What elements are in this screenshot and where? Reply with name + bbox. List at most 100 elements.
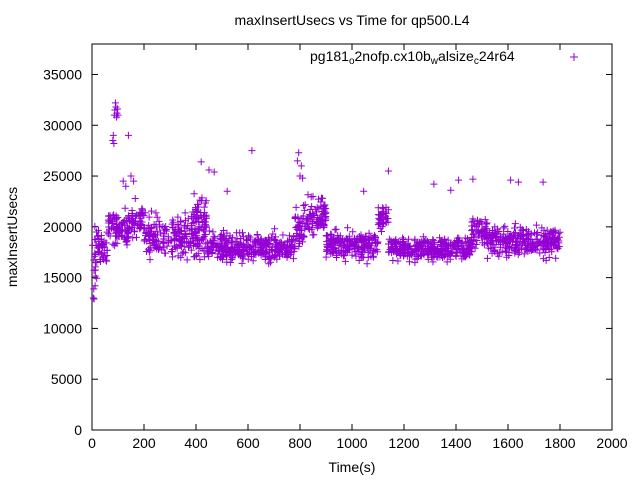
data-point [376,215,384,223]
data-point [385,235,393,243]
data-point [308,203,316,211]
data-point [234,244,242,251]
data-point [112,212,120,220]
data-point [301,201,309,209]
data-point [301,206,309,214]
data-point [472,241,480,249]
data-point [197,158,205,166]
data-point [253,230,261,238]
data-point [345,243,353,251]
data-point [487,245,495,253]
data-point [193,215,201,223]
y-tick-label: 35000 [43,66,82,82]
data-point [322,232,330,240]
data-point [239,253,247,261]
data-point [227,245,235,253]
data-point [91,282,99,290]
data-point [470,230,478,238]
data-point [172,231,180,239]
data-point [223,248,231,256]
legend-label-subscript: o [349,56,355,67]
data-point [444,236,452,244]
data-point [427,245,435,253]
data-point [543,226,551,234]
data-point [468,226,476,234]
data-point [441,245,449,253]
data-point [267,234,275,242]
data-point [119,177,127,185]
data-point [200,253,208,261]
data-point [391,238,399,246]
data-point [96,257,104,265]
data-point [519,238,527,246]
data-point [174,252,182,260]
data-point [468,243,476,251]
data-point [174,220,182,228]
data-point [453,234,461,242]
data-point [309,231,317,239]
data-point [153,213,161,221]
data-point [209,228,217,236]
data-point [462,240,470,248]
data-point [209,244,217,252]
data-point [145,213,153,221]
data-point [266,258,274,266]
data-point [169,216,177,224]
data-point [298,238,306,246]
data-point [338,237,346,245]
data-point [216,253,224,261]
data-point [124,229,132,237]
data-point [256,236,264,244]
data-point [504,227,512,235]
data-point [120,234,128,242]
data-point [228,245,236,253]
data-point [346,242,354,250]
legend-marker [570,53,578,61]
data-point [295,242,303,250]
data-point [355,233,363,241]
data-point [363,260,371,268]
data-point [247,235,255,243]
data-point [489,241,497,249]
data-point [459,244,467,252]
data-point [354,245,362,253]
data-point [452,251,460,259]
data-point [321,213,329,221]
data-point [329,238,337,246]
data-point [191,253,199,261]
data-point [524,241,532,249]
data-point [111,229,119,237]
data-point [243,236,251,244]
data-point [273,246,281,254]
data-point [300,233,308,241]
x-tick-label: 800 [288,435,312,451]
data-point [553,234,561,242]
data-point [297,162,305,170]
data-point [196,196,204,204]
data-point [174,213,182,221]
data-point [228,256,236,264]
data-point [554,236,562,244]
data-point [193,207,201,215]
data-point [469,217,477,225]
data-point [114,111,122,119]
x-tick-label: 600 [236,435,260,451]
data-point [539,178,547,186]
data-point [475,230,483,238]
data-point [311,205,319,213]
data-point [189,233,197,241]
data-point [279,231,287,239]
data-point [321,207,329,215]
data-point [371,233,379,241]
data-point [492,233,500,241]
data-point [201,222,209,230]
data-point [414,243,422,251]
data-point [102,239,110,247]
data-point [113,226,121,234]
data-point [547,228,555,236]
data-point [341,257,349,265]
data-point [141,209,149,217]
data-point [202,211,210,219]
data-point [500,224,508,232]
